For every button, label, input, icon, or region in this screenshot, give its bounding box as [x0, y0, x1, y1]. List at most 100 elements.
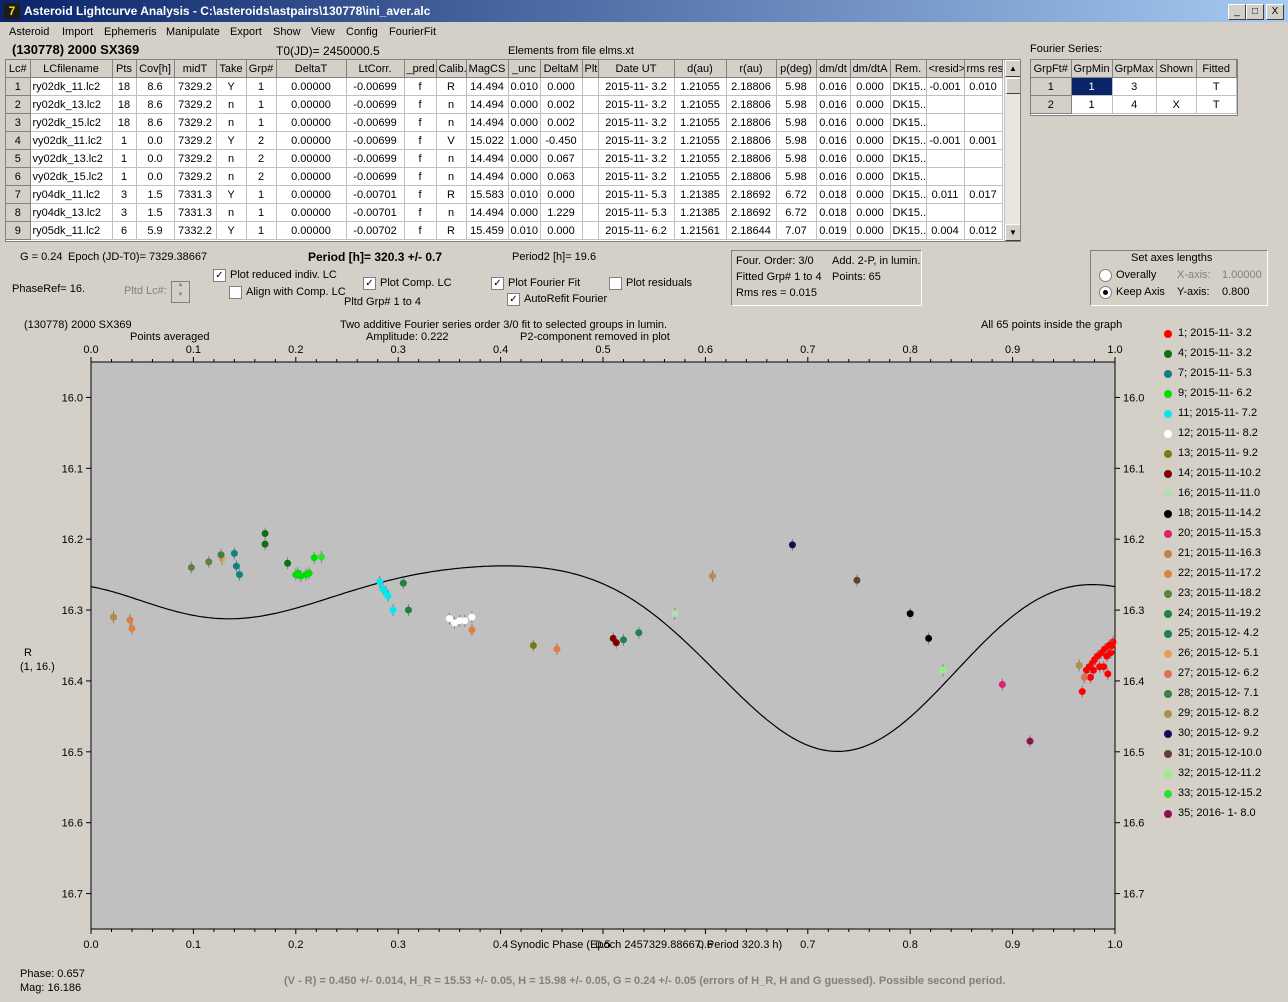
table-cell[interactable]: 8.6 [136, 77, 175, 96]
table-cell[interactable]: -0.00699 [346, 77, 405, 96]
table-cell[interactable]: 18 [112, 113, 137, 132]
table-row[interactable]: 4 vy02dk_11.lc2 1 0.0 7329.2 Y 2 0.00000 -0.0069… [6, 131, 1003, 150]
table-cell[interactable]: 0.00000 [276, 149, 347, 168]
menu-manipulate[interactable]: Manipulate [166, 26, 220, 38]
table-cell[interactable] [582, 77, 599, 96]
table-cell[interactable]: 0.000 [508, 95, 541, 114]
table-cell[interactable]: 2 [6, 95, 31, 114]
table-cell[interactable]: 8 [6, 203, 31, 222]
table-cell[interactable]: 0.000 [850, 221, 891, 240]
table-cell[interactable]: 6 [6, 167, 31, 186]
lc-col-header[interactable]: DeltaM [540, 60, 583, 78]
table-cell[interactable]: 5 [6, 149, 31, 168]
scroll-up-icon[interactable]: ▲ [1005, 60, 1020, 77]
table-cell[interactable]: -0.001 [926, 77, 965, 96]
table-cell[interactable]: Y [216, 185, 247, 204]
table-cell[interactable]: 1.21055 [674, 149, 727, 168]
table-cell[interactable]: 0.010 [964, 77, 1003, 96]
table-cell[interactable]: 1.229 [540, 203, 583, 222]
lc-col-header[interactable]: <resid> [926, 60, 965, 78]
table-cell[interactable]: 18 [112, 95, 137, 114]
table-cell[interactable]: 0.00000 [276, 95, 347, 114]
table-cell[interactable]: 14.494 [466, 77, 509, 96]
table-cell[interactable]: n [216, 95, 247, 114]
table-cell[interactable] [964, 149, 1003, 168]
table-cell[interactable] [926, 95, 965, 114]
table-cell[interactable]: 1 [6, 77, 31, 96]
table-cell[interactable]: 1.21385 [674, 185, 727, 204]
table-cell[interactable]: Y [216, 77, 247, 96]
table-cell[interactable]: 2015-11- 3.2 [598, 77, 675, 96]
table-cell[interactable]: Y [216, 221, 247, 240]
table-cell[interactable]: ry04dk_11.lc2 [30, 185, 113, 204]
table-cell[interactable]: 0.002 [540, 113, 583, 132]
table-cell[interactable]: 6.72 [776, 185, 817, 204]
lc-col-header[interactable]: Lc# [6, 60, 31, 78]
table-cell[interactable]: 1.000 [508, 131, 541, 150]
table-cell[interactable]: 0.019 [816, 221, 851, 240]
table-cell[interactable]: 2 [246, 131, 277, 150]
table-cell[interactable]: X [1156, 95, 1197, 114]
table-cell[interactable]: n [436, 149, 467, 168]
table-cell[interactable]: 0.016 [816, 95, 851, 114]
spin-down-icon[interactable]: ▼ [177, 292, 184, 298]
table-cell[interactable]: 14.494 [466, 203, 509, 222]
table-cell[interactable]: 14.494 [466, 95, 509, 114]
table-cell[interactable]: 3 [1112, 77, 1157, 96]
table-row[interactable]: 1 ry02dk_11.lc2 18 8.6 7329.2 Y 1 0.00000 -0.006… [6, 77, 1003, 96]
table-cell[interactable]: 1 [246, 185, 277, 204]
table-cell[interactable] [964, 167, 1003, 186]
table-cell[interactable]: 2.18692 [726, 185, 777, 204]
menu-asteroid[interactable]: Asteroid [9, 26, 50, 38]
table-cell[interactable] [582, 113, 599, 132]
table-cell[interactable]: DK15.. [890, 167, 927, 186]
table-cell[interactable]: V [436, 131, 467, 150]
table-cell[interactable]: 0.0 [136, 167, 175, 186]
table-cell[interactable]: DK15.. [890, 113, 927, 132]
scroll-down-icon[interactable]: ▼ [1005, 224, 1020, 241]
menu-show[interactable]: Show [273, 26, 301, 38]
table-cell[interactable]: 0.000 [850, 167, 891, 186]
table-cell[interactable]: 8.6 [136, 113, 175, 132]
menu-import[interactable]: Import [62, 26, 94, 38]
table-cell[interactable] [582, 131, 599, 150]
table-cell[interactable]: DK15.. [890, 77, 927, 96]
table-cell[interactable]: R [436, 77, 467, 96]
table-cell[interactable]: 2015-11- 3.2 [598, 131, 675, 150]
maximize-button[interactable]: □ [1246, 4, 1264, 20]
lc-col-header[interactable]: Take [216, 60, 247, 78]
table-cell[interactable]: 0.010 [508, 185, 541, 204]
table-cell[interactable]: 0.0 [136, 131, 175, 150]
table-cell[interactable]: 7329.2 [174, 167, 217, 186]
lc-col-header[interactable]: MagCS [466, 60, 509, 78]
lc-col-header[interactable]: dm/dtA [850, 60, 891, 78]
table-cell[interactable]: 0.000 [850, 203, 891, 222]
table-cell[interactable]: 0.018 [816, 203, 851, 222]
table-cell[interactable]: 0.016 [816, 167, 851, 186]
table-cell[interactable] [582, 185, 599, 204]
table-cell[interactable]: ry02dk_15.lc2 [30, 113, 113, 132]
lc-col-header[interactable]: LtCorr. [346, 60, 405, 78]
menu-export[interactable]: Export [230, 26, 262, 38]
table-cell[interactable]: 0.016 [816, 149, 851, 168]
fourier-col-header[interactable]: GrpMin [1071, 60, 1113, 78]
table-cell[interactable]: -0.00699 [346, 131, 405, 150]
table-cell[interactable]: -0.00701 [346, 185, 405, 204]
table-cell[interactable]: 0.000 [850, 149, 891, 168]
table-cell[interactable]: 7332.2 [174, 221, 217, 240]
table-cell[interactable] [582, 149, 599, 168]
table-cell[interactable]: 0.016 [816, 113, 851, 132]
table-cell[interactable]: 1.21561 [674, 221, 727, 240]
table-cell[interactable]: DK15.. [890, 95, 927, 114]
fourier-series-table[interactable]: GrpFt# GrpMin GrpMax Shown Fitted 1 1 3 T 2 1 4 X T [1030, 59, 1238, 116]
table-row[interactable]: 6 vy02dk_15.lc2 1 0.0 7329.2 n 2 0.00000 -0.0069… [6, 167, 1003, 186]
table-cell[interactable]: 7.07 [776, 221, 817, 240]
table-cell[interactable] [582, 221, 599, 240]
table-cell[interactable]: 1.21055 [674, 167, 727, 186]
table-cell[interactable]: 1 [246, 113, 277, 132]
table-cell[interactable]: DK15.. [890, 185, 927, 204]
table-cell[interactable]: 6.72 [776, 203, 817, 222]
fourier-col-header[interactable]: Fitted [1196, 60, 1237, 78]
